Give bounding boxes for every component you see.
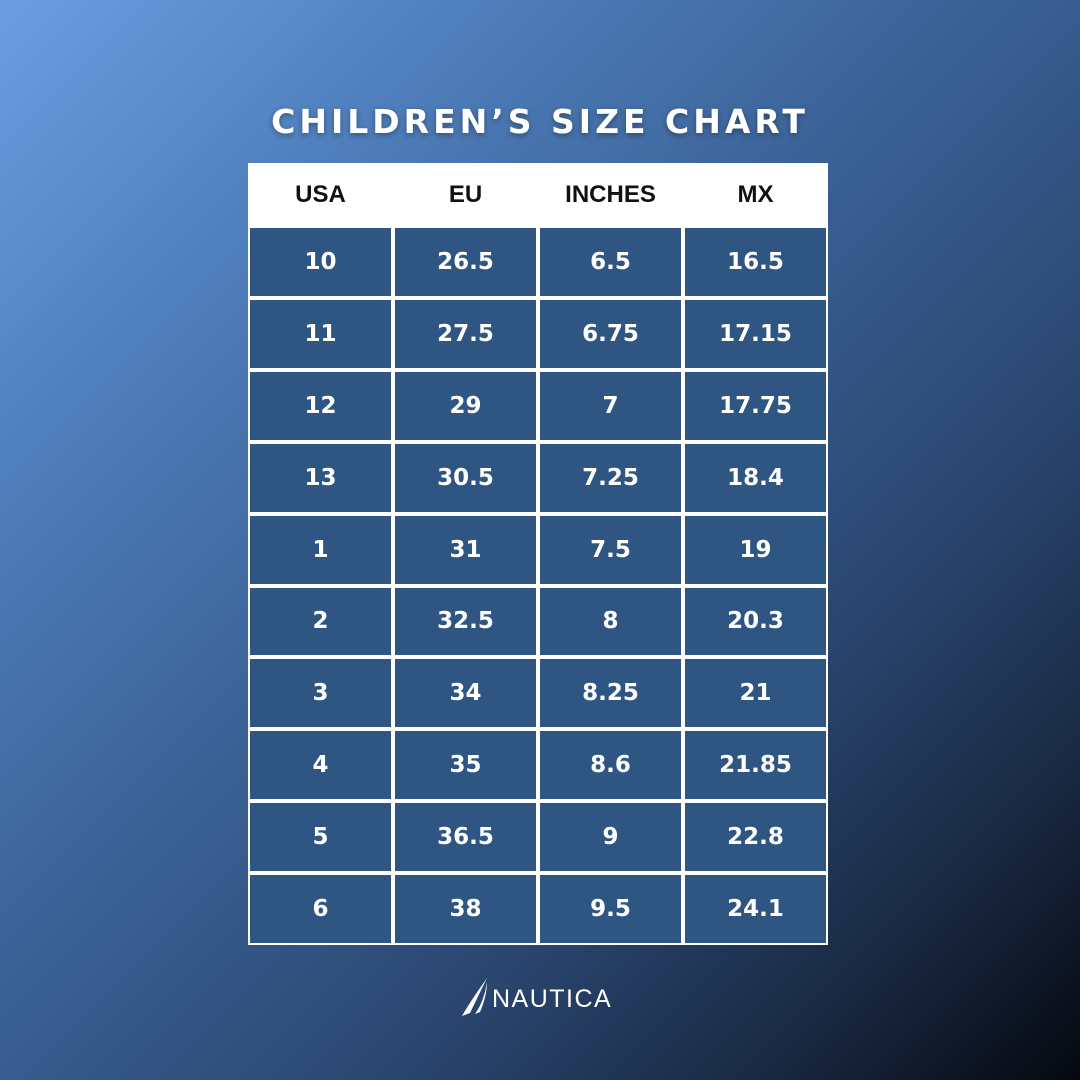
table-cell-eu: 38 <box>395 875 536 943</box>
sail-icon <box>462 978 487 1016</box>
table-cell-inches: 6.75 <box>540 299 681 368</box>
table-cell-usa: 12 <box>250 371 391 440</box>
table-cell-eu: 32.5 <box>395 587 536 656</box>
table-cell-mx: 20.3 <box>685 587 826 656</box>
column-header-usa: USA <box>295 180 346 208</box>
table-header-row: USA EU INCHES MX <box>248 163 828 226</box>
table-cell-usa: 2 <box>250 587 391 656</box>
page-title: CHILDREN’S SIZE CHART <box>271 102 809 141</box>
table-cell-inches: 8.25 <box>540 659 681 728</box>
table-cell-mx: 24.1 <box>685 875 826 943</box>
table-cell-usa: 4 <box>250 731 391 800</box>
brand-name: NAUTICA <box>492 984 613 1013</box>
table-cell-eu: 26.5 <box>395 228 536 296</box>
table-cell-mx: 21 <box>685 659 826 728</box>
table-cell-inches: 8 <box>540 587 681 656</box>
table-cell-usa: 5 <box>250 803 391 872</box>
table-cell-usa: 6 <box>250 875 391 943</box>
table-cell-mx: 21.85 <box>685 731 826 800</box>
table-cell-eu: 30.5 <box>395 443 536 512</box>
table-cell-inches: 6.5 <box>540 228 681 296</box>
table-cell-mx: 19 <box>685 515 826 584</box>
table-cell-usa: 11 <box>250 299 391 368</box>
table-cell-usa: 13 <box>250 443 391 512</box>
table-cell-inches: 7 <box>540 371 681 440</box>
table-cell-inches: 7.5 <box>540 515 681 584</box>
table-cell-mx: 22.8 <box>685 803 826 872</box>
table-cell-usa: 3 <box>250 659 391 728</box>
column-header-inches: INCHES <box>565 180 656 208</box>
table-cell-inches: 9.5 <box>540 875 681 943</box>
table-cell-eu: 27.5 <box>395 299 536 368</box>
brand-logo: NAUTICA <box>460 976 612 1018</box>
table-cell-eu: 36.5 <box>395 803 536 872</box>
table-cell-eu: 29 <box>395 371 536 440</box>
column-header-eu: EU <box>448 180 483 208</box>
table-cell-mx: 16.5 <box>685 228 826 296</box>
table-cell-inches: 8.6 <box>540 731 681 800</box>
table-cell-eu: 35 <box>395 731 536 800</box>
size-chart-table: USA EU INCHES MX 10 26.5 6.5 16.5 11 27.5 6.75… <box>248 163 828 945</box>
table-cell-eu: 34 <box>395 659 536 728</box>
table-cell-usa: 10 <box>250 228 391 296</box>
table-cell-inches: 7.25 <box>540 443 681 512</box>
table-cell-mx: 17.15 <box>685 299 826 368</box>
column-header-mx: MX <box>737 180 774 208</box>
table-cell-mx: 18.4 <box>685 443 826 512</box>
table-cell-mx: 17.75 <box>685 371 826 440</box>
table-cell-eu: 31 <box>395 515 536 584</box>
table-cell-inches: 9 <box>540 803 681 872</box>
table-body: 10 26.5 6.5 16.5 11 27.5 6.75 17.15 12 29 7 17.75 13… <box>250 228 826 943</box>
table-cell-usa: 1 <box>250 515 391 584</box>
